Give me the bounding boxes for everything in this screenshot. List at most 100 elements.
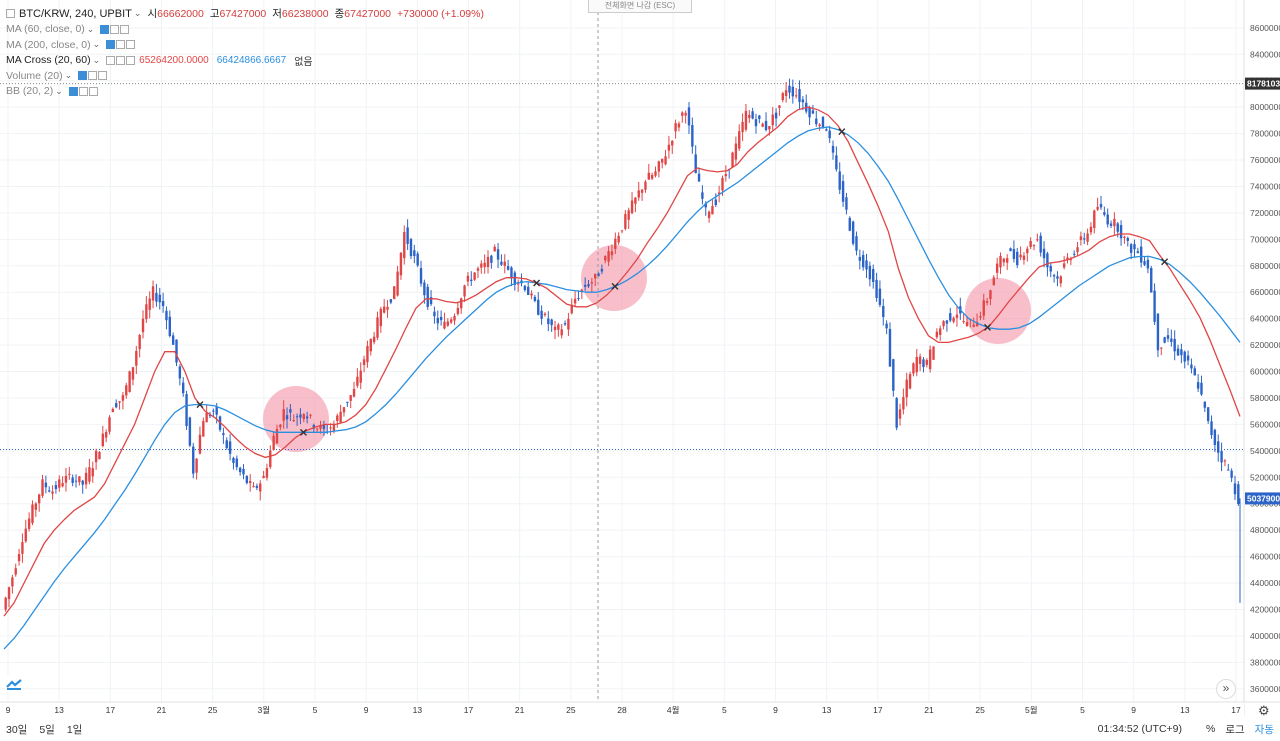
clock-timezone[interactable]: 01:34:52 (UTC+9) — [1097, 723, 1182, 735]
log-scale-toggle[interactable]: 로그 — [1225, 723, 1245, 736]
chevron-down-icon[interactable]: ⌄ — [92, 39, 101, 50]
settings-icon[interactable] — [110, 24, 120, 34]
indicator-row-ma200[interactable]: MA (200, close, 0) ⌄ — [6, 37, 490, 53]
candle-body — [731, 152, 734, 168]
candle-body — [553, 326, 557, 331]
candle-body — [389, 299, 393, 303]
candle-body — [748, 114, 751, 118]
candle-body — [118, 401, 121, 403]
collapse-icon[interactable] — [6, 9, 15, 19]
chevron-down-icon[interactable]: ⌄ — [86, 23, 95, 34]
range-1d-button[interactable]: 1일 — [66, 723, 83, 736]
indicator-row-volume[interactable]: Volume (20) ⌄ — [6, 68, 490, 84]
candle-body — [835, 155, 838, 170]
auto-scale-toggle[interactable]: 자동 — [1254, 723, 1274, 736]
candle-body — [516, 283, 520, 285]
indicator-row-bb[interactable]: BB (20, 2) ⌄ — [6, 84, 490, 100]
symbol-label[interactable]: BTC/KRW, 240, UPBIT — [19, 7, 132, 20]
indicator-row-ma60[interactable]: MA (60, close, 0) ⌄ — [6, 22, 490, 38]
indicator-name[interactable]: BB (20, 2) — [6, 85, 54, 98]
time-tick-label: 21 — [515, 705, 525, 715]
settings-icon[interactable] — [88, 71, 98, 81]
candle-body — [902, 397, 905, 410]
settings-icon[interactable] — [116, 55, 126, 65]
indicator-name[interactable]: MA Cross (20, 60) — [6, 54, 91, 67]
settings-icon[interactable] — [116, 40, 126, 50]
candle-body — [1062, 263, 1066, 268]
candle-body — [439, 316, 443, 321]
indicator-name[interactable]: MA (60, close, 0) — [6, 23, 85, 36]
range-30d-button[interactable]: 30일 — [6, 723, 28, 736]
candle-body — [372, 336, 376, 343]
eye-icon[interactable] — [106, 55, 116, 65]
candle-body — [161, 300, 165, 307]
candle-body — [292, 420, 295, 422]
candle-body — [135, 350, 138, 366]
close-icon[interactable] — [88, 86, 98, 96]
candle-body — [794, 95, 798, 97]
indicator-name[interactable]: Volume (20) — [6, 69, 63, 82]
chevron-down-icon[interactable]: ⌄ — [64, 70, 73, 81]
scroll-to-realtime-button[interactable]: » — [1216, 679, 1236, 699]
candle-body — [476, 268, 480, 271]
candle-body — [714, 199, 717, 206]
candle-body — [88, 467, 91, 482]
candle-body — [1213, 429, 1217, 445]
candle-body — [1066, 257, 1069, 261]
close-icon[interactable] — [98, 71, 108, 81]
price-axis[interactable]: 36000000 38000000 40000000 42000000 44000000… — [1243, 0, 1280, 716]
candle-body — [1046, 253, 1049, 268]
close-icon[interactable] — [126, 55, 136, 65]
price-tick-label: 74000000 — [1250, 181, 1280, 191]
logo-icon[interactable] — [4, 674, 24, 694]
chevron-down-icon[interactable]: ⌄ — [133, 8, 142, 19]
time-axis[interactable]: 9 13 17 21 25 3월 5 9 13 17 21 25 28 4월 5 9 13 17 21 25 5월 5 9 1… — [0, 701, 1280, 716]
candle-body — [788, 85, 791, 93]
candle-body — [841, 181, 845, 202]
candle-body — [443, 321, 446, 329]
candle-body — [784, 90, 788, 96]
candle-body — [962, 321, 965, 323]
eye-icon[interactable] — [78, 71, 88, 81]
candle-body — [577, 298, 580, 300]
candle-body — [128, 371, 131, 392]
candle-body — [1016, 251, 1019, 266]
candle-body — [84, 472, 88, 485]
settings-icon[interactable] — [78, 86, 88, 96]
indicator-row-ma-cross[interactable]: MA Cross (20, 60) ⌄ 65264200.0000 664248… — [6, 53, 490, 69]
candle-body — [687, 107, 691, 126]
close-icon[interactable] — [126, 40, 136, 50]
candle-body — [453, 315, 456, 321]
candle-body — [141, 318, 145, 333]
candle-body — [78, 476, 81, 483]
candle-body — [309, 414, 312, 416]
eye-icon[interactable] — [100, 24, 110, 34]
candle-body — [1116, 223, 1119, 232]
price-tick-label: 62000000 — [1250, 340, 1280, 350]
close-icon[interactable] — [120, 24, 130, 34]
chevron-down-icon[interactable]: ⌄ — [55, 85, 63, 96]
candle-body — [949, 313, 952, 321]
candle-body — [379, 308, 383, 327]
percent-scale-toggle[interactable]: % — [1206, 723, 1216, 735]
exit-fullscreen-button[interactable]: 전체화면 나감 (ESC) — [588, 0, 692, 13]
candle-body — [1217, 441, 1220, 453]
candle-body — [754, 119, 758, 127]
candle-body — [463, 285, 466, 297]
candle-body — [527, 286, 530, 295]
candle-body — [1196, 382, 1200, 389]
price-tick-label: 48000000 — [1250, 525, 1280, 535]
eye-icon[interactable] — [106, 40, 116, 50]
indicator-name[interactable]: MA (200, close, 0) — [6, 38, 91, 51]
gear-icon[interactable]: ⚙ — [1258, 703, 1270, 718]
candle-body — [778, 105, 781, 109]
candle-body — [1180, 349, 1183, 356]
chevron-down-icon[interactable]: ⌄ — [92, 54, 101, 65]
candle-body — [1166, 335, 1170, 339]
range-5d-button[interactable]: 5일 — [39, 723, 55, 736]
time-tick-label: 4월 — [667, 705, 680, 715]
eye-icon[interactable] — [68, 86, 78, 96]
candle-body — [573, 298, 577, 304]
candle-body — [624, 214, 627, 229]
